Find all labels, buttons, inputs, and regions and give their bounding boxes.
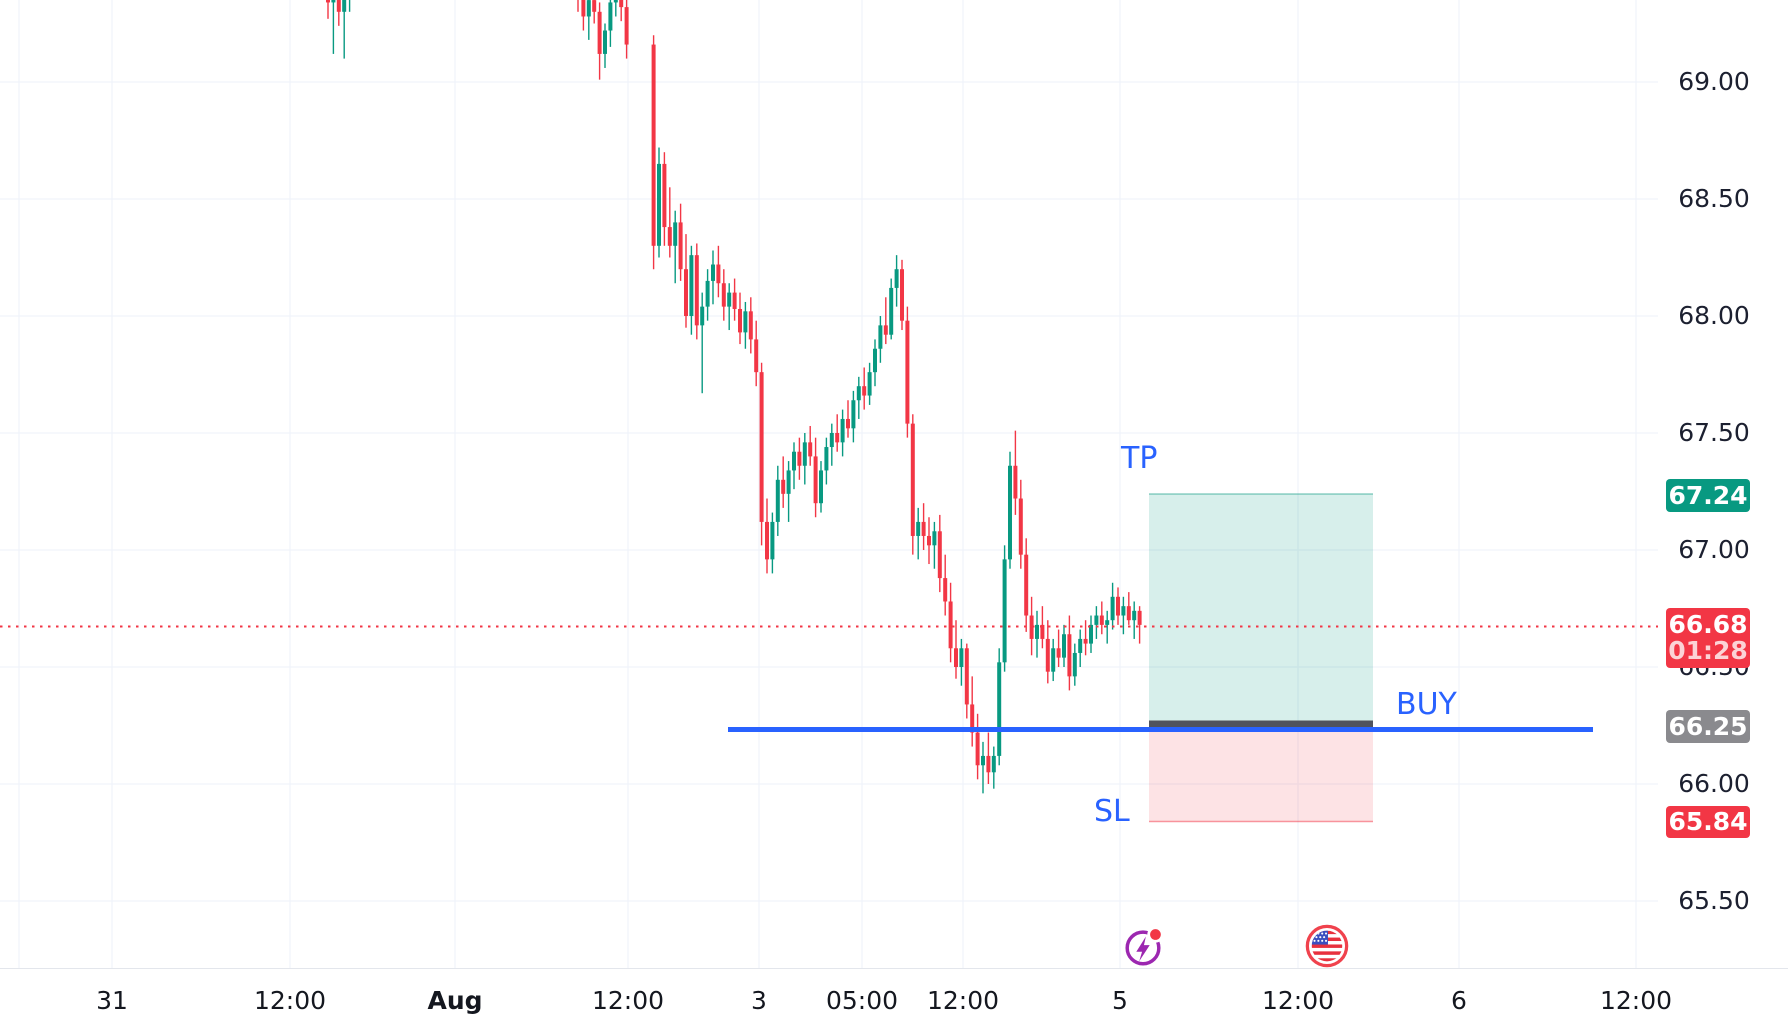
buy-label: BUY — [1396, 687, 1457, 722]
entry-price-badge: 66.25 — [1666, 710, 1750, 743]
price-tick-label: 67.50 — [1678, 418, 1750, 447]
time-axis-label: 12:00 — [1261, 986, 1335, 1015]
long-position-tool[interactable] — [1149, 493, 1373, 823]
sl-label: SL — [1094, 794, 1130, 829]
time-axis-label: 3 — [751, 986, 767, 1015]
price-tick-label: 68.00 — [1678, 301, 1750, 330]
time-axis-label: 12:00 — [926, 986, 1000, 1015]
price-chart-canvas[interactable] — [0, 0, 1658, 968]
bar-countdown: 01:28 — [1668, 636, 1748, 665]
time-axis-label: 05:00 — [825, 986, 899, 1015]
us-flag-event-icon[interactable] — [1304, 923, 1350, 969]
candlestick-series — [326, 0, 1142, 794]
last-price-badge: 66.68 01:28 — [1666, 608, 1750, 668]
gridlines — [0, 0, 1658, 968]
lightning-event-icon[interactable] — [1120, 924, 1166, 970]
price-tick-label: 69.00 — [1678, 67, 1750, 96]
time-axis-label: 5 — [1112, 986, 1128, 1015]
price-tick-label: 65.50 — [1678, 886, 1750, 915]
time-axis-label: 12:00 — [1599, 986, 1673, 1015]
tp-label: TP — [1121, 441, 1158, 476]
sl-price-badge: 65.84 — [1666, 806, 1750, 838]
tp-price-badge: 67.24 — [1666, 479, 1750, 512]
time-axis-label: 6 — [1451, 986, 1467, 1015]
buy-entry-line[interactable] — [728, 727, 1593, 732]
price-tick-label: 67.00 — [1678, 535, 1750, 564]
time-axis-label: 31 — [96, 986, 128, 1015]
price-axis[interactable]: 69.0068.5068.0067.5067.0066.5066.0065.50… — [1658, 0, 1788, 968]
time-axis-label: 12:00 — [591, 986, 665, 1015]
time-axis-label: Aug — [427, 986, 483, 1015]
price-tick-label: 66.00 — [1678, 769, 1750, 798]
last-price-value: 66.68 — [1668, 610, 1748, 639]
price-tick-label: 68.50 — [1678, 184, 1750, 213]
time-axis-label: 12:00 — [253, 986, 327, 1015]
time-axis[interactable]: 31 12:00 Aug 12:00 3 05:00 12:00 5 12:00 6 12:00 — [0, 968, 1788, 1029]
